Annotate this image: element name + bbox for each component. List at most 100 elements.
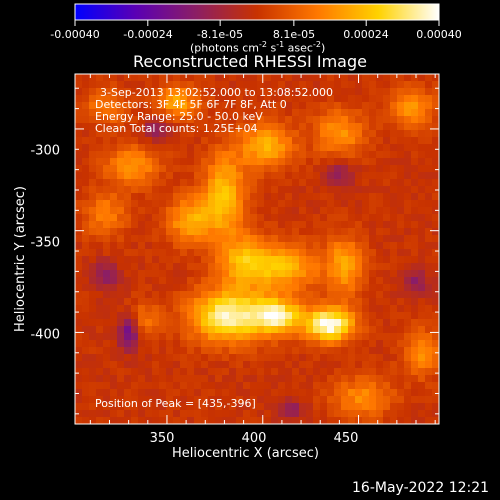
heatmap-cell (138, 74, 145, 81)
heatmap-cell (348, 347, 355, 354)
heatmap-cell (271, 88, 278, 95)
heatmap-cell (82, 144, 89, 151)
heatmap-cell (159, 235, 166, 242)
heatmap-cell (292, 312, 299, 319)
heatmap-cell (355, 298, 362, 305)
heatmap-cell (425, 102, 432, 109)
heatmap-cell (313, 165, 320, 172)
heatmap-cell (124, 354, 131, 361)
heatmap-cell (138, 235, 145, 242)
heatmap-cell (334, 151, 341, 158)
heatmap-cell (327, 235, 334, 242)
heatmap-cell (110, 340, 117, 347)
heatmap-cell (369, 284, 376, 291)
heatmap-cell (110, 263, 117, 270)
heatmap-cell (159, 242, 166, 249)
heatmap-cell (299, 207, 306, 214)
heatmap-cell (432, 249, 439, 256)
heatmap-cell (159, 95, 166, 102)
heatmap-cell (215, 333, 222, 340)
heatmap-cell (369, 403, 376, 410)
heatmap-cell (404, 235, 411, 242)
heatmap-cell (257, 389, 264, 396)
heatmap-cell (103, 207, 110, 214)
heatmap-cell (327, 172, 334, 179)
heatmap-cell (236, 319, 243, 326)
heatmap-cell (285, 340, 292, 347)
heatmap-cell (180, 158, 187, 165)
heatmap-cell (243, 249, 250, 256)
heatmap-cell (299, 214, 306, 221)
heatmap-cell (327, 144, 334, 151)
heatmap-cell (201, 165, 208, 172)
heatmap-cell (355, 382, 362, 389)
heatmap-cell (236, 249, 243, 256)
heatmap-cell (229, 277, 236, 284)
heatmap-cell (152, 256, 159, 263)
heatmap-cell (292, 389, 299, 396)
heatmap-cell (222, 319, 229, 326)
heatmap-cell (334, 277, 341, 284)
heatmap-cell (313, 193, 320, 200)
heatmap-cell (187, 151, 194, 158)
heatmap-cell (306, 88, 313, 95)
heatmap-cell (250, 270, 257, 277)
heatmap-cell (404, 333, 411, 340)
heatmap-cell (355, 109, 362, 116)
heatmap-cell (390, 137, 397, 144)
heatmap-cell (194, 270, 201, 277)
heatmap-cell (152, 319, 159, 326)
heatmap-cell (250, 291, 257, 298)
heatmap-cell (278, 186, 285, 193)
heatmap-cell (299, 361, 306, 368)
heatmap-cell (369, 179, 376, 186)
heatmap-cell (397, 137, 404, 144)
heatmap-cell (313, 382, 320, 389)
heatmap-cell (89, 193, 96, 200)
heatmap-cell (334, 354, 341, 361)
heatmap-cell (425, 137, 432, 144)
heatmap-cell (229, 242, 236, 249)
heatmap-cell (124, 123, 131, 130)
heatmap-cell (152, 389, 159, 396)
heatmap-cell (250, 172, 257, 179)
heatmap-cell (278, 88, 285, 95)
heatmap-cell (334, 109, 341, 116)
heatmap-cell (187, 347, 194, 354)
heatmap-cell (173, 130, 180, 137)
heatmap-cell (110, 382, 117, 389)
heatmap-cell (285, 333, 292, 340)
heatmap-cell (320, 361, 327, 368)
heatmap-cell (376, 235, 383, 242)
heatmap-cell (432, 235, 439, 242)
heatmap-cell (173, 74, 180, 81)
heatmap-cell (264, 382, 271, 389)
heatmap-cell (341, 263, 348, 270)
heatmap-cell (152, 242, 159, 249)
heatmap-cell (369, 298, 376, 305)
heatmap-cell (229, 165, 236, 172)
heatmap-cell (215, 144, 222, 151)
heatmap-cell (236, 137, 243, 144)
heatmap-cell (376, 193, 383, 200)
heatmap-cell (320, 207, 327, 214)
heatmap-cell (187, 340, 194, 347)
heatmap-cell (278, 382, 285, 389)
heatmap-cell (355, 291, 362, 298)
heatmap-cell (299, 333, 306, 340)
heatmap-cell (159, 375, 166, 382)
heatmap-cell (432, 326, 439, 333)
heatmap-cell (82, 179, 89, 186)
heatmap-cell (320, 305, 327, 312)
heatmap-cell (145, 116, 152, 123)
heatmap-cell (376, 109, 383, 116)
heatmap-cell (201, 375, 208, 382)
heatmap-cell (383, 81, 390, 88)
heatmap-cell (341, 123, 348, 130)
heatmap-cell (75, 382, 82, 389)
heatmap-cell (194, 403, 201, 410)
heatmap-cell (250, 305, 257, 312)
heatmap-cell (152, 305, 159, 312)
heatmap-cell (75, 158, 82, 165)
heatmap-cell (327, 368, 334, 375)
